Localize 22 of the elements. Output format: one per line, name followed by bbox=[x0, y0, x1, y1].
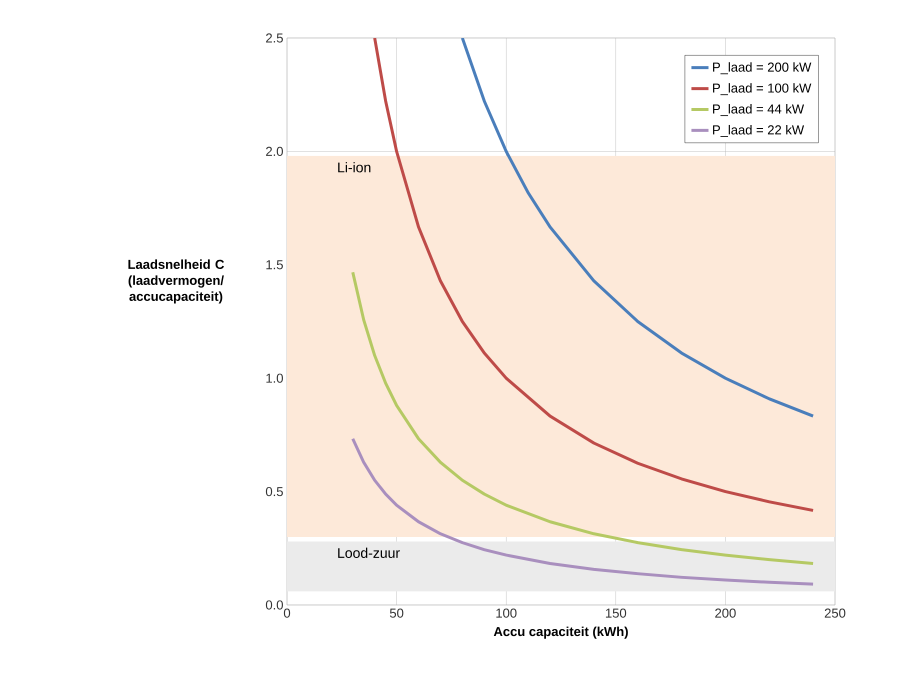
x-tick-label: 0 bbox=[284, 608, 290, 618]
band-label: Li-ion bbox=[338, 162, 370, 172]
y-tick-label: 1.5 bbox=[266, 260, 283, 270]
legend-label: P_laad = 200 kW bbox=[713, 62, 812, 74]
x-tick-label: 100 bbox=[496, 608, 517, 618]
y-tick-label: 2.0 bbox=[266, 146, 283, 156]
line-series bbox=[460, 38, 815, 418]
band-label: Lood-zuur bbox=[338, 548, 400, 558]
legend-label: P_laad = 44 kW bbox=[713, 104, 804, 116]
x-tick-label: 50 bbox=[390, 608, 404, 618]
y-tick-label: 1.0 bbox=[266, 374, 283, 383]
x-tick-label: 150 bbox=[606, 608, 626, 618]
y-tick-label: 0.5 bbox=[266, 486, 283, 496]
y-tick-label: 0.0 bbox=[266, 600, 283, 610]
line-series bbox=[373, 38, 815, 512]
x-axis-title: Accu capaciteit (kWh) bbox=[494, 626, 628, 639]
legend-label: P_laad = 22 kW bbox=[713, 124, 804, 137]
y-tick-label: 2.5 bbox=[266, 33, 283, 43]
legend-label: P_laad = 100 kW bbox=[713, 83, 812, 96]
y-axis-title: Laadsnelheid C (laadvermogen/ accucapaciteit) bbox=[128, 259, 224, 304]
x-tick-label: 200 bbox=[715, 608, 736, 618]
x-tick-label: 250 bbox=[824, 608, 846, 618]
